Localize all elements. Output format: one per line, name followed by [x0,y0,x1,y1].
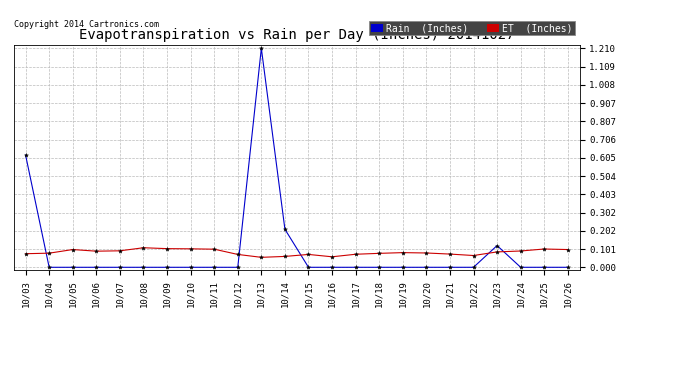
Text: Copyright 2014 Cartronics.com: Copyright 2014 Cartronics.com [14,20,159,29]
Title: Evapotranspiration vs Rain per Day (Inches) 20141027: Evapotranspiration vs Rain per Day (Inch… [79,28,515,42]
Legend: Rain  (Inches), ET  (Inches): Rain (Inches), ET (Inches) [368,21,575,36]
